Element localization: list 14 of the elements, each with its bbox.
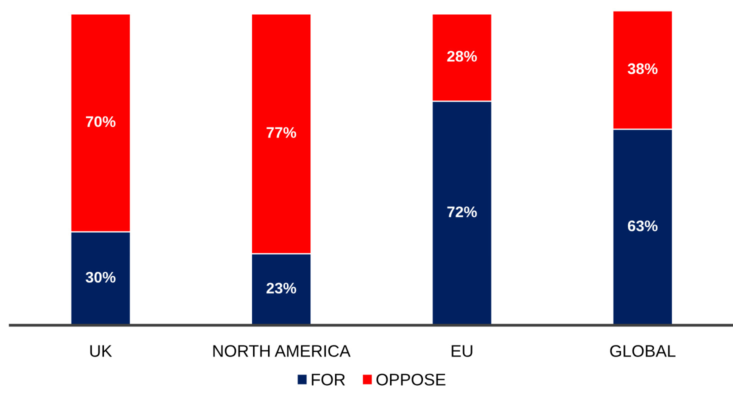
legend-label: FOR (312, 374, 345, 386)
data-label: 28% (447, 50, 477, 62)
data-label: 72% (447, 206, 477, 218)
x-tick-label: NORTH AMERICA (213, 345, 351, 357)
data-label: 77% (266, 127, 296, 138)
x-tick-label: EU (452, 345, 472, 357)
data-label: 30% (86, 272, 116, 283)
legend-label: OPPOSE (376, 374, 446, 386)
data-label: 38% (628, 63, 658, 74)
x-tick-label: GLOBAL (610, 345, 676, 357)
data-label: 70% (86, 116, 116, 128)
x-tick-label: UK (90, 345, 112, 357)
data-label: 63% (628, 220, 658, 232)
data-label: 23% (266, 282, 296, 294)
